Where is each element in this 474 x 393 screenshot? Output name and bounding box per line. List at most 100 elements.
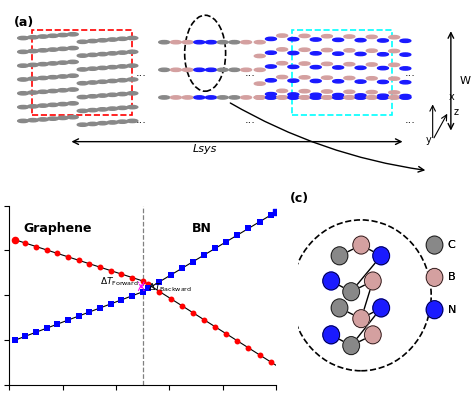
- Circle shape: [377, 96, 388, 99]
- Point: [96, 264, 104, 270]
- Circle shape: [333, 38, 344, 42]
- Circle shape: [333, 94, 344, 97]
- Circle shape: [277, 89, 288, 92]
- Circle shape: [37, 90, 48, 94]
- Circle shape: [159, 96, 170, 99]
- Circle shape: [288, 51, 299, 55]
- Text: Graphene: Graphene: [23, 222, 92, 235]
- Circle shape: [366, 90, 377, 94]
- Circle shape: [57, 89, 68, 92]
- Text: ...: ...: [245, 68, 256, 77]
- Text: ...: ...: [404, 68, 415, 77]
- Circle shape: [299, 34, 310, 38]
- Circle shape: [18, 92, 28, 95]
- Circle shape: [288, 79, 299, 82]
- Text: C: C: [448, 240, 456, 250]
- Circle shape: [355, 66, 366, 70]
- Circle shape: [117, 37, 128, 40]
- Circle shape: [37, 118, 48, 121]
- Circle shape: [265, 96, 276, 99]
- Circle shape: [47, 34, 58, 37]
- Circle shape: [299, 96, 310, 99]
- Circle shape: [344, 90, 355, 94]
- Circle shape: [47, 75, 58, 79]
- Circle shape: [366, 77, 377, 80]
- Circle shape: [426, 268, 443, 286]
- Circle shape: [77, 40, 88, 44]
- Circle shape: [37, 49, 48, 52]
- Circle shape: [107, 107, 118, 110]
- Circle shape: [77, 123, 88, 127]
- Text: N: N: [448, 305, 456, 315]
- Text: z: z: [453, 107, 458, 118]
- Circle shape: [321, 35, 332, 38]
- Circle shape: [299, 48, 310, 51]
- Point: [145, 285, 152, 292]
- Circle shape: [355, 96, 366, 99]
- Circle shape: [182, 68, 193, 72]
- Point: [211, 323, 219, 330]
- Circle shape: [310, 66, 321, 69]
- Circle shape: [37, 76, 48, 80]
- Circle shape: [343, 337, 359, 354]
- Circle shape: [127, 64, 138, 67]
- Point: [11, 237, 18, 243]
- Circle shape: [27, 36, 38, 39]
- Circle shape: [254, 96, 265, 99]
- Circle shape: [321, 76, 332, 79]
- Circle shape: [194, 96, 205, 99]
- Point: [107, 268, 115, 274]
- Circle shape: [206, 68, 217, 72]
- Point: [234, 232, 241, 238]
- Circle shape: [87, 108, 98, 112]
- Point: [155, 288, 163, 295]
- Circle shape: [288, 96, 299, 99]
- Circle shape: [57, 61, 68, 64]
- Circle shape: [265, 92, 276, 96]
- Circle shape: [27, 50, 38, 53]
- Circle shape: [18, 119, 28, 123]
- Circle shape: [47, 48, 58, 51]
- Circle shape: [377, 96, 388, 99]
- Circle shape: [117, 120, 128, 123]
- Point: [155, 279, 163, 285]
- Point: [32, 329, 40, 335]
- Circle shape: [67, 102, 78, 105]
- Text: $\Delta T_{\mathrm{Backward}}$: $\Delta T_{\mathrm{Backward}}$: [148, 282, 192, 294]
- Circle shape: [366, 35, 377, 39]
- Circle shape: [310, 93, 321, 96]
- Point: [64, 317, 72, 323]
- Circle shape: [299, 62, 310, 65]
- Circle shape: [321, 48, 332, 52]
- Circle shape: [241, 96, 252, 99]
- Point: [222, 331, 230, 337]
- Point: [211, 245, 219, 252]
- Circle shape: [67, 46, 78, 50]
- Point: [86, 261, 93, 267]
- Circle shape: [344, 76, 355, 80]
- Circle shape: [206, 96, 217, 99]
- Point: [75, 257, 82, 263]
- Circle shape: [117, 79, 128, 82]
- Circle shape: [288, 65, 299, 68]
- Circle shape: [97, 108, 108, 111]
- Circle shape: [77, 54, 88, 57]
- Circle shape: [426, 236, 443, 254]
- Circle shape: [321, 90, 332, 93]
- Point: [267, 359, 274, 365]
- Circle shape: [400, 81, 411, 84]
- Circle shape: [400, 53, 411, 56]
- Text: (c): (c): [290, 192, 309, 205]
- Circle shape: [117, 51, 128, 54]
- Circle shape: [47, 103, 58, 107]
- Circle shape: [87, 53, 98, 57]
- Circle shape: [355, 96, 366, 99]
- Circle shape: [67, 116, 78, 119]
- Point: [267, 212, 274, 218]
- Text: N: N: [448, 305, 456, 315]
- Circle shape: [321, 62, 332, 66]
- Circle shape: [366, 49, 377, 52]
- Text: $\Delta T_{\mathrm{Forward}}$: $\Delta T_{\mathrm{Forward}}$: [100, 275, 139, 288]
- Circle shape: [87, 95, 98, 98]
- Circle shape: [171, 68, 182, 72]
